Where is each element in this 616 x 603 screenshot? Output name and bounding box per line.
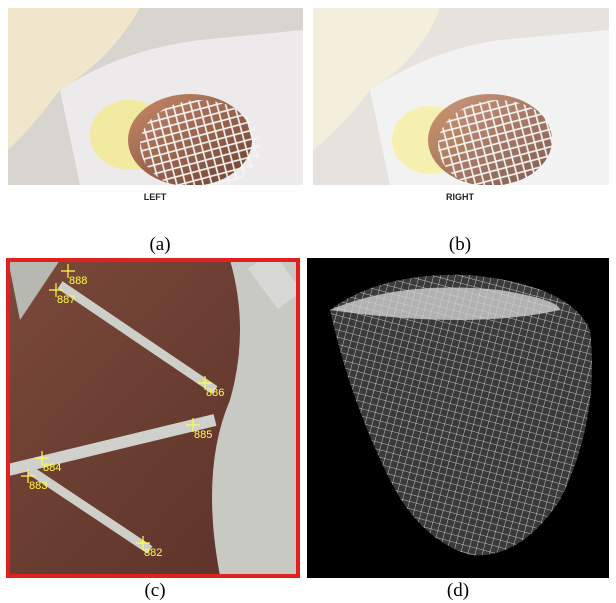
zoom-crop: 888 887 886 885 884 883 882 xyxy=(8,260,298,576)
image-label: LEFT xyxy=(144,192,167,202)
mesh-render xyxy=(307,258,609,578)
marker-label: 882 xyxy=(144,547,162,559)
caption: (d) xyxy=(447,580,469,601)
marker-label: 886 xyxy=(206,387,224,399)
photo-right: RIGHT xyxy=(313,8,609,207)
marker-label: 888 xyxy=(69,275,87,287)
marker-label: 885 xyxy=(194,429,212,441)
caption: (c) xyxy=(144,580,165,601)
caption: (a) xyxy=(149,234,170,255)
photo-left: LEFT xyxy=(8,8,303,207)
marker-label: 884 xyxy=(43,462,61,474)
caption: (b) xyxy=(449,234,471,255)
marker-label: 883 xyxy=(29,480,47,492)
figure: LEFT (a) RIGHT (b) 888 887 886 885 884 883 882… xyxy=(0,0,616,603)
marker-label: 887 xyxy=(57,294,75,306)
image-label: RIGHT xyxy=(446,192,475,202)
